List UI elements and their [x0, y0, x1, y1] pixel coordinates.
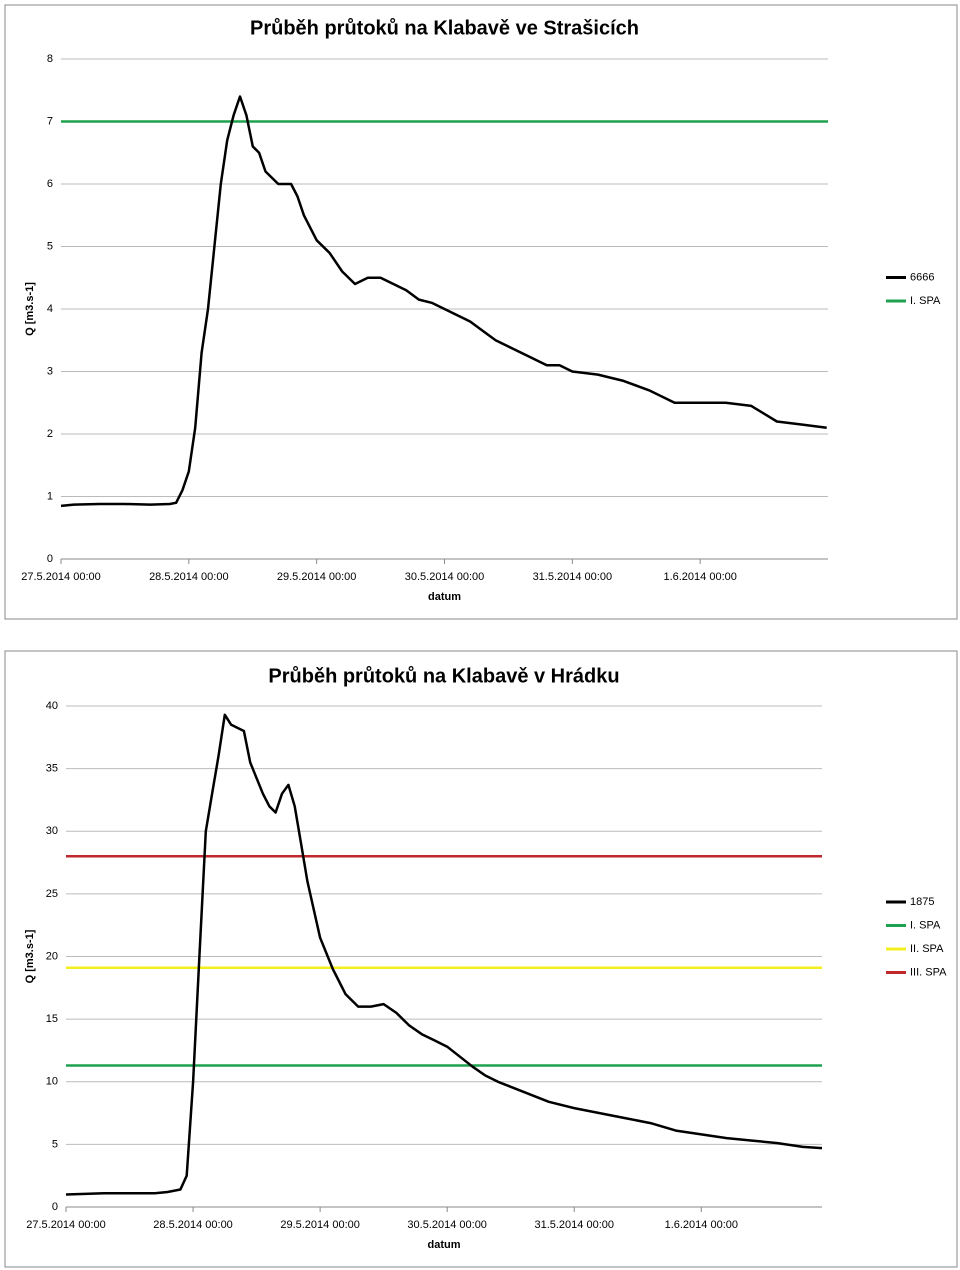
x-tick-label: 31.5.2014 00:00 — [534, 1219, 614, 1231]
y-tick-label: 20 — [46, 950, 58, 962]
y-tick-label: 2 — [47, 428, 53, 440]
y-tick-label: 7 — [47, 115, 53, 127]
chart-frame — [4, 650, 958, 1268]
x-tick-label: 27.5.2014 00:00 — [21, 571, 101, 583]
x-axis-title: datum — [428, 1239, 461, 1251]
series-line — [60, 95, 827, 508]
x-tick-label: 29.5.2014 00:00 — [280, 1219, 360, 1231]
chart-title: Průběh průtoků na Klabavě ve Strašicích — [250, 17, 639, 39]
y-tick-label: 1 — [47, 490, 53, 502]
y-tick-label: 40 — [46, 700, 58, 712]
x-tick-label: 27.5.2014 00:00 — [26, 1219, 106, 1231]
y-tick-label: 3 — [47, 365, 53, 377]
legend-label: II. SPA — [910, 943, 944, 955]
y-axis-title: Q [m3.s-1] — [24, 929, 36, 983]
legend-label: III. SPA — [910, 966, 947, 978]
x-tick-label: 28.5.2014 00:00 — [153, 1219, 233, 1231]
legend-label: 6666 — [910, 271, 934, 283]
series-line — [65, 713, 823, 1196]
y-axis-title: Q [m3.s-1] — [24, 282, 36, 336]
legend-label: 1875 — [910, 896, 934, 908]
y-tick-label: 8 — [47, 53, 53, 65]
x-tick-label: 28.5.2014 00:00 — [149, 571, 229, 583]
y-tick-label: 5 — [52, 1138, 58, 1150]
chart-frame — [4, 4, 958, 620]
y-tick-label: 0 — [52, 1201, 58, 1213]
x-tick-label: 30.5.2014 00:00 — [405, 571, 485, 583]
chart-title: Průběh průtoků na Klabavě v Hrádku — [268, 665, 619, 687]
x-tick-label: 30.5.2014 00:00 — [407, 1219, 487, 1231]
x-tick-label: 31.5.2014 00:00 — [533, 571, 613, 583]
y-tick-label: 0 — [47, 553, 53, 565]
x-axis-title: datum — [428, 591, 461, 603]
x-tick-label: 1.6.2014 00:00 — [663, 571, 736, 583]
y-tick-label: 15 — [46, 1013, 58, 1025]
y-tick-label: 6 — [47, 178, 53, 190]
y-tick-label: 10 — [46, 1076, 58, 1088]
y-tick-label: 30 — [46, 825, 58, 837]
y-tick-label: 25 — [46, 888, 58, 900]
x-tick-label: 29.5.2014 00:00 — [277, 571, 357, 583]
legend-label: I. SPA — [910, 919, 941, 931]
y-tick-label: 35 — [46, 763, 58, 775]
x-tick-label: 1.6.2014 00:00 — [665, 1219, 738, 1231]
legend-label: I. SPA — [910, 295, 941, 307]
y-tick-label: 5 — [47, 240, 53, 252]
y-tick-label: 4 — [47, 303, 53, 315]
